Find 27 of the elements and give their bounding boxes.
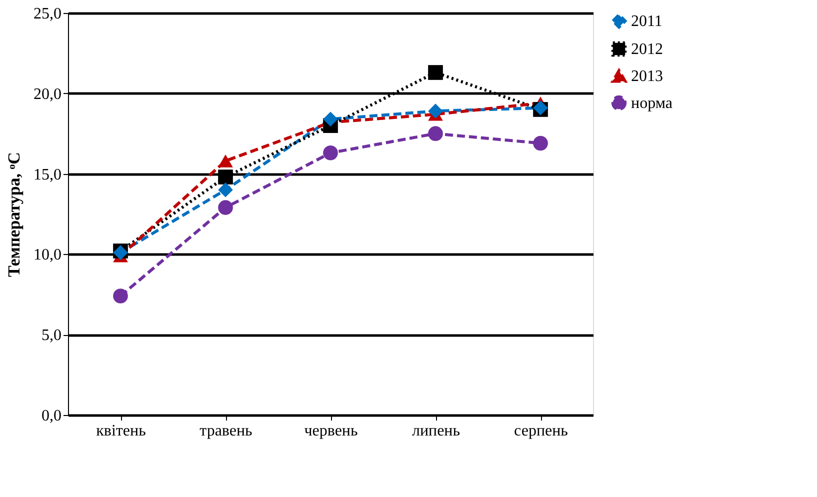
point bbox=[428, 126, 443, 141]
y-tick-label: 5,0 bbox=[42, 327, 62, 344]
point bbox=[323, 145, 338, 160]
x-tick-label: квітень bbox=[96, 422, 146, 440]
point bbox=[218, 154, 233, 168]
point bbox=[218, 170, 233, 184]
point bbox=[218, 182, 233, 198]
y-tick-label: 25,0 bbox=[34, 6, 62, 22]
y-tick-label: 15,0 bbox=[34, 166, 62, 184]
point bbox=[428, 65, 443, 80]
legend-label: 2013 bbox=[631, 68, 663, 85]
y-tick-label: 10,0 bbox=[34, 246, 62, 264]
y-tick-label: 0,0 bbox=[42, 408, 62, 424]
point bbox=[113, 288, 128, 304]
legend-label: 2011 bbox=[631, 13, 662, 30]
x-tick-label: травень bbox=[200, 422, 252, 440]
x-tick-label: червень bbox=[304, 422, 358, 440]
y-tick-label: 20,0 bbox=[34, 86, 62, 103]
x-tick-label: серпень bbox=[514, 422, 568, 440]
legend-label: норма bbox=[631, 95, 672, 112]
point bbox=[323, 112, 338, 127]
y-axis-title: Температура, ᵒC bbox=[4, 152, 24, 277]
x-tick-label: липень bbox=[412, 422, 460, 440]
legend-label: 2012 bbox=[631, 41, 663, 58]
point bbox=[428, 104, 443, 119]
point bbox=[218, 200, 233, 215]
point bbox=[533, 136, 548, 151]
